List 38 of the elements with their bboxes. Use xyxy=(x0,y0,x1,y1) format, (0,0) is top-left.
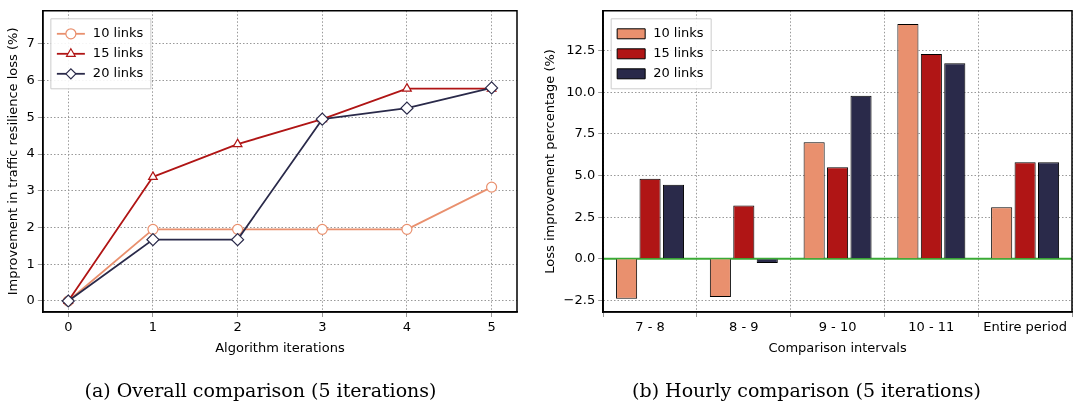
y-tick-label: 7.5 xyxy=(574,125,596,141)
x-tick-label: 2 xyxy=(233,319,242,335)
x-tick-label: 1 xyxy=(148,319,158,335)
legend-label: 15 links xyxy=(653,45,704,61)
x-axis-title: Comparison intervals xyxy=(768,339,907,355)
x-tick-label: 0 xyxy=(64,319,73,335)
y-tick-label: 5 xyxy=(26,108,35,124)
x-tick-label: 5 xyxy=(487,319,496,335)
x-tick-label: 10 - 11 xyxy=(908,319,955,335)
x-tick-label: 9 - 10 xyxy=(818,319,857,335)
y-tick-label: 4 xyxy=(26,145,35,161)
legend-label: 10 links xyxy=(92,25,144,41)
y-tick-label: 1 xyxy=(26,255,35,271)
text: (a) Overall comparison (5 iterations) xyxy=(84,378,437,401)
y-tick-label: 7 xyxy=(26,35,35,51)
x-axis-title: Algorithm iterations xyxy=(215,339,345,355)
x-tick-label: 4 xyxy=(402,319,412,335)
y-tick-label: −2.5 xyxy=(563,291,596,307)
y-tick-label: 10.0 xyxy=(566,83,596,99)
y-tick-label: 0 xyxy=(26,292,35,308)
legend-label: 10 links xyxy=(653,25,704,41)
y-tick-label: 2.5 xyxy=(574,208,596,224)
x-tick-label: 3 xyxy=(318,319,327,335)
y-tick-label: 6 xyxy=(26,71,35,87)
legend-label: 20 links xyxy=(653,65,704,81)
y-axis-title: Improvement in traffic resilience loss (%) xyxy=(5,27,21,296)
y-axis-title: Loss improvement percentage (%) xyxy=(542,49,558,274)
x-tick-label: 8 - 9 xyxy=(729,319,759,335)
y-tick-label: 3 xyxy=(26,182,35,198)
legend-label: 15 links xyxy=(92,45,144,61)
y-tick-label: 5.0 xyxy=(574,166,596,182)
y-tick-label: 0.0 xyxy=(574,250,596,266)
x-tick-label: 7 - 8 xyxy=(635,319,665,335)
y-tick-label: 12.5 xyxy=(566,42,596,58)
text: (b) Hourly comparison (5 iterations) xyxy=(632,378,981,401)
y-tick-label: 2 xyxy=(26,218,35,234)
legend-label: 20 links xyxy=(92,65,144,81)
x-tick-label: Entire period xyxy=(983,319,1067,335)
